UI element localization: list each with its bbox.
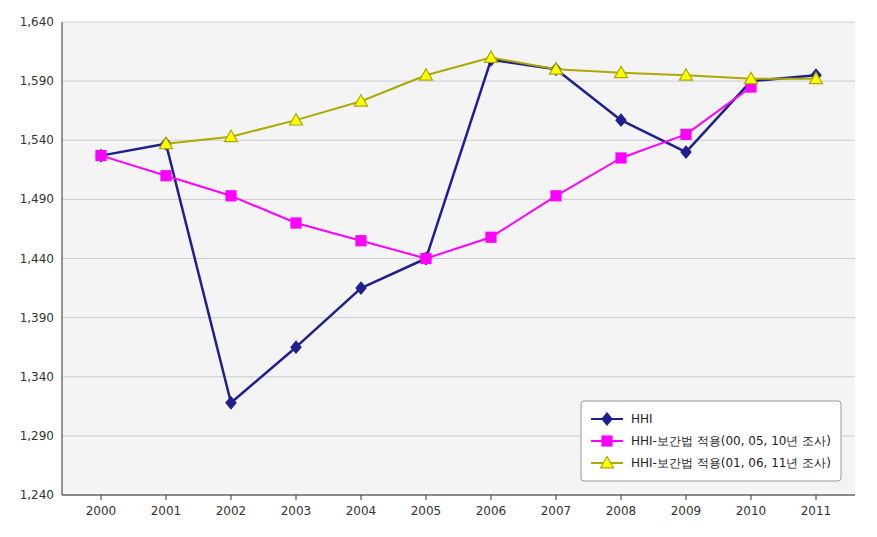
y-tick-label: 1,340 xyxy=(20,370,54,384)
grid-line xyxy=(62,376,855,377)
point xyxy=(96,150,106,162)
x-tick-label: 2001 xyxy=(151,504,182,518)
legend-box xyxy=(581,401,841,481)
legend-marker xyxy=(602,436,612,446)
grid-line xyxy=(62,22,855,23)
x-tick xyxy=(231,495,232,500)
series-line xyxy=(101,87,751,258)
legend-item: HHI-보간법 적용(00, 05, 10년 조사) xyxy=(591,434,831,448)
point xyxy=(421,254,431,264)
point xyxy=(356,236,366,246)
legend-item: HHI-보간법 적용(01, 06, 11년 조사) xyxy=(591,456,831,470)
point xyxy=(291,218,301,228)
y-tick-label: 1,240 xyxy=(20,488,54,502)
point xyxy=(421,253,431,265)
legend-marker xyxy=(601,457,614,468)
x-tick-label: 2000 xyxy=(86,504,117,518)
point xyxy=(291,341,301,353)
grid-line xyxy=(62,317,855,318)
series-line xyxy=(101,60,816,403)
x-tick-label: 2002 xyxy=(216,504,247,518)
y-tick-label: 1,440 xyxy=(20,252,54,266)
grid-line xyxy=(62,495,855,496)
point xyxy=(485,51,498,62)
point xyxy=(96,151,106,161)
y-axis-line xyxy=(62,22,63,495)
point xyxy=(616,153,626,163)
y-tick-label: 1,590 xyxy=(20,74,54,88)
point xyxy=(356,282,366,294)
point xyxy=(745,72,758,83)
point xyxy=(680,69,693,80)
point xyxy=(486,232,496,242)
grid-line xyxy=(62,81,855,82)
point xyxy=(810,72,823,83)
plot-area xyxy=(62,22,855,495)
y-tick-label: 1,390 xyxy=(20,311,54,325)
y-tick-label: 1,540 xyxy=(20,133,54,147)
x-tick xyxy=(751,495,752,500)
x-tick-label: 2004 xyxy=(346,504,377,518)
x-tick xyxy=(491,495,492,500)
point xyxy=(616,114,626,126)
y-tick-label: 1,290 xyxy=(20,429,54,443)
x-tick-label: 2005 xyxy=(411,504,442,518)
y-axis: 1,240 1,290 1,340 1,390 1,440 1,490 1,540 1,590… xyxy=(20,15,855,502)
series-group xyxy=(96,51,823,409)
x-tick-label: 2008 xyxy=(606,504,637,518)
x-tick xyxy=(556,495,557,500)
point xyxy=(615,66,628,77)
point xyxy=(161,171,171,181)
legend-marker xyxy=(602,413,612,425)
y-tick-label: 1,640 xyxy=(20,15,54,29)
legend-item: HHI xyxy=(591,412,653,426)
legend-label: HHI xyxy=(631,412,653,426)
x-tick-label: 2011 xyxy=(801,504,832,518)
point xyxy=(681,129,691,139)
point xyxy=(355,95,368,106)
grid-line xyxy=(62,140,855,141)
point xyxy=(226,397,236,409)
x-axis: 2000 2001 2002 2003 2004 2005 2006 2007 2008 2009… xyxy=(62,22,855,518)
x-tick xyxy=(296,495,297,500)
x-tick xyxy=(686,495,687,500)
legend-label: HHI-보간법 적용(01, 06, 11년 조사) xyxy=(631,456,831,470)
series-line xyxy=(166,57,816,143)
x-tick-label: 2010 xyxy=(736,504,767,518)
x-tick-label: 2003 xyxy=(281,504,312,518)
grid-line xyxy=(62,258,855,259)
x-tick-label: 2007 xyxy=(541,504,572,518)
point xyxy=(681,146,691,158)
x-tick xyxy=(426,495,427,500)
point xyxy=(551,191,561,201)
point xyxy=(550,63,563,74)
point xyxy=(226,191,236,201)
legend-label: HHI-보간법 적용(00, 05, 10년 조사) xyxy=(631,434,831,448)
x-tick xyxy=(101,495,102,500)
point xyxy=(290,114,303,125)
x-tick-label: 2009 xyxy=(671,504,702,518)
y-tick-label: 1,490 xyxy=(20,192,54,206)
x-tick xyxy=(166,495,167,500)
x-axis-line xyxy=(62,495,855,496)
x-tick xyxy=(816,495,817,500)
point xyxy=(420,69,433,80)
point xyxy=(160,137,173,148)
x-tick-label: 2006 xyxy=(476,504,507,518)
x-tick xyxy=(361,495,362,500)
point xyxy=(225,130,238,141)
chart: 1,240 1,290 1,340 1,390 1,440 1,490 1,540 1,590… xyxy=(0,0,877,537)
x-tick xyxy=(621,495,622,500)
legend: HHI HHI-보간법 적용(00, 05, 10년 조사) HHI-보간법 적용(… xyxy=(581,401,841,481)
